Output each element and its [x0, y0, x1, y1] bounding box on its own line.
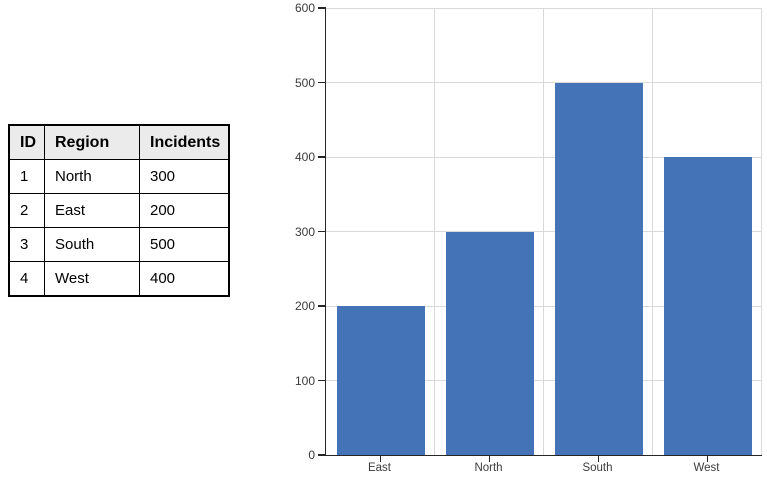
y-axis-tick [318, 454, 326, 456]
x-axis-tick [597, 456, 600, 462]
y-axis-tick [318, 379, 326, 382]
x-tick-label: West [693, 462, 720, 474]
y-axis-tick [318, 81, 326, 84]
y-tick-label: 0 [308, 448, 315, 462]
table-cell: 4 [8, 261, 45, 297]
x-tick-label: North [474, 462, 503, 474]
horizontal-gridline [326, 156, 762, 158]
region-incidents-table: ID Region Incidents 1 North 300 2 East 200 3 Sout… [8, 124, 231, 297]
bar-south [554, 82, 643, 455]
x-tick-label: East [367, 462, 392, 474]
y-axis-tick [318, 156, 326, 158]
table-header-row: ID Region Incidents [8, 124, 230, 160]
bar-north [445, 231, 534, 455]
horizontal-gridline [326, 7, 762, 9]
column-header-region: Region [44, 124, 140, 160]
y-tick-label: 100 [294, 373, 315, 388]
table-body: 1 North 300 2 East 200 3 South 500 4 West 400 [8, 159, 230, 297]
table-cell: North [44, 159, 140, 194]
x-axis-tick [379, 456, 382, 462]
table-row: 3 South 500 [8, 227, 230, 262]
table-row: 4 West 400 [8, 261, 230, 297]
table-cell: 500 [139, 227, 230, 262]
bar-west [663, 157, 752, 455]
bar-east [336, 306, 425, 455]
y-tick-label: 300 [294, 224, 315, 239]
y-tick-label: 500 [294, 75, 315, 90]
x-axis-tick [706, 456, 709, 462]
horizontal-gridline [326, 305, 762, 307]
y-axis-tick [318, 7, 326, 9]
y-tick-label: 600 [294, 1, 315, 15]
vertical-gridline [434, 8, 435, 455]
horizontal-gridline [326, 82, 762, 83]
table-cell: 400 [139, 261, 230, 297]
y-axis-tick [318, 230, 326, 233]
y-axis-tick [318, 305, 326, 307]
table-cell: 3 [8, 227, 45, 262]
table-cell: 300 [139, 159, 230, 194]
x-axis-tick [488, 456, 491, 462]
table-cell: South [44, 227, 140, 262]
chart-plot-area [318, 7, 762, 462]
y-tick-label: 200 [294, 299, 315, 313]
table-cell: 200 [139, 193, 230, 228]
x-tick-label: South [582, 462, 613, 474]
horizontal-gridline [326, 380, 762, 381]
vertical-gridline [543, 8, 544, 455]
column-header-incidents: Incidents [139, 124, 230, 160]
vertical-gridline [761, 8, 762, 455]
horizontal-gridline [326, 231, 762, 232]
y-tick-label: 400 [294, 150, 315, 164]
table-cell: West [44, 261, 140, 297]
vertical-gridline [652, 8, 653, 455]
table-row: 1 North 300 [8, 159, 230, 194]
